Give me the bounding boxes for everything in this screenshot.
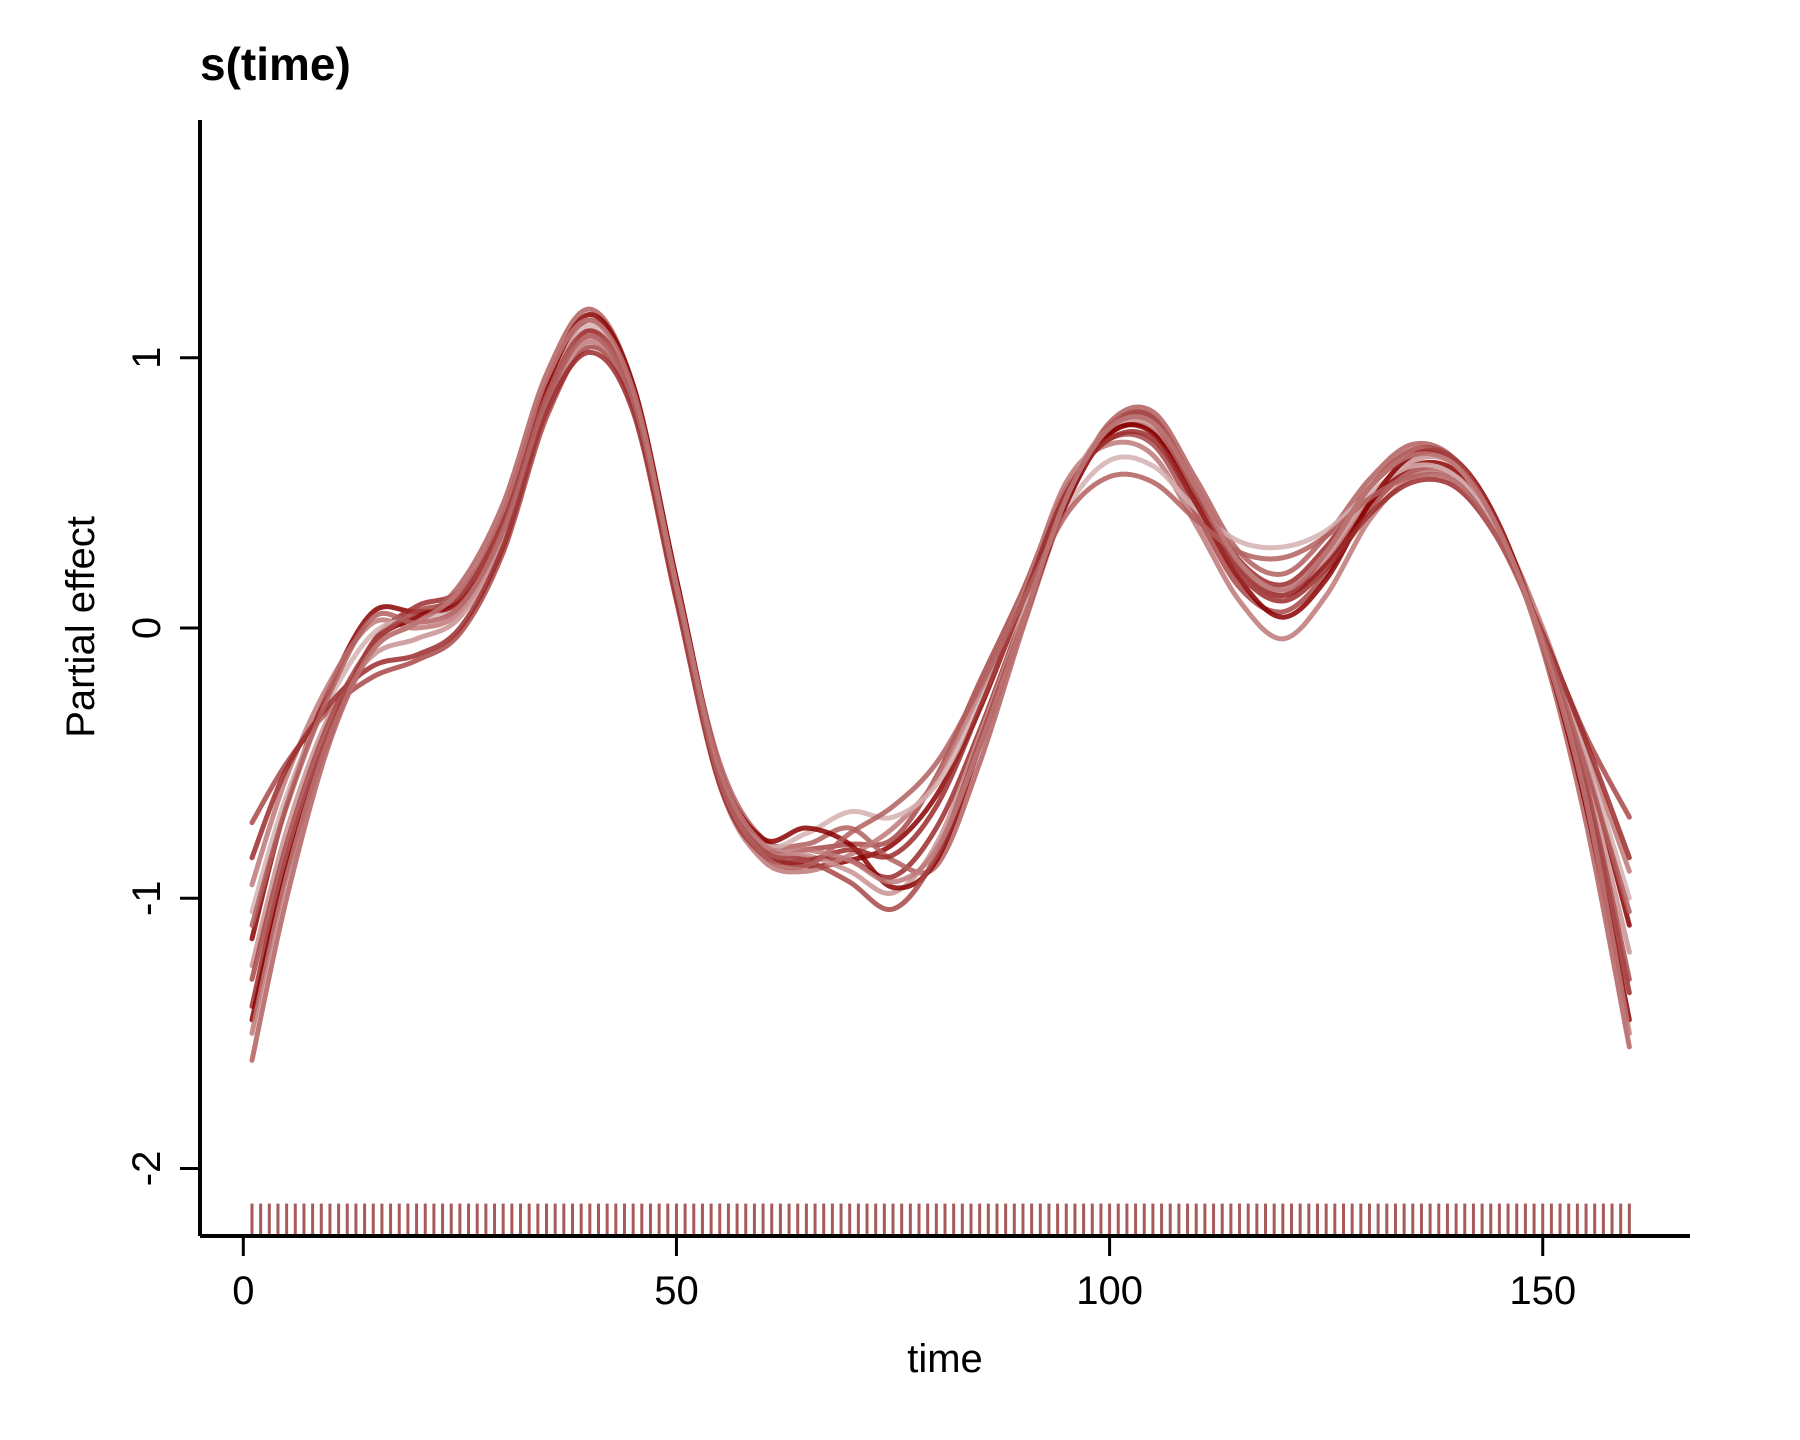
x-tick-label: 100 [1076,1269,1143,1313]
series-layer [249,306,1632,1063]
series-line-8 [249,312,1632,1023]
x-tick-label: 150 [1509,1269,1576,1313]
x-tick-label: 50 [654,1269,699,1313]
chart-title: s(time) [200,38,351,90]
x-ticks: 0 50 100 150 [232,1236,1576,1313]
series-line-4 [249,306,1632,1063]
series-line-9 [249,349,1632,866]
series-line-12 [249,317,1632,1036]
x-axis-label: time [907,1337,983,1381]
y-tick-label: -2 [125,1151,169,1187]
y-axis-label: Partial effect [59,516,103,738]
series-line-10 [249,328,1632,982]
series-line-2 [249,317,1632,1009]
y-ticks: -2 -1 0 1 [125,347,200,1187]
x-tick-label: 0 [232,1269,254,1313]
rug-layer [250,1203,1631,1236]
y-tick-label: 1 [125,347,169,369]
series-line-6 [249,333,1632,969]
series-line-11 [249,333,1632,928]
y-tick-label: 0 [125,617,169,639]
y-tick-label: -1 [125,880,169,916]
